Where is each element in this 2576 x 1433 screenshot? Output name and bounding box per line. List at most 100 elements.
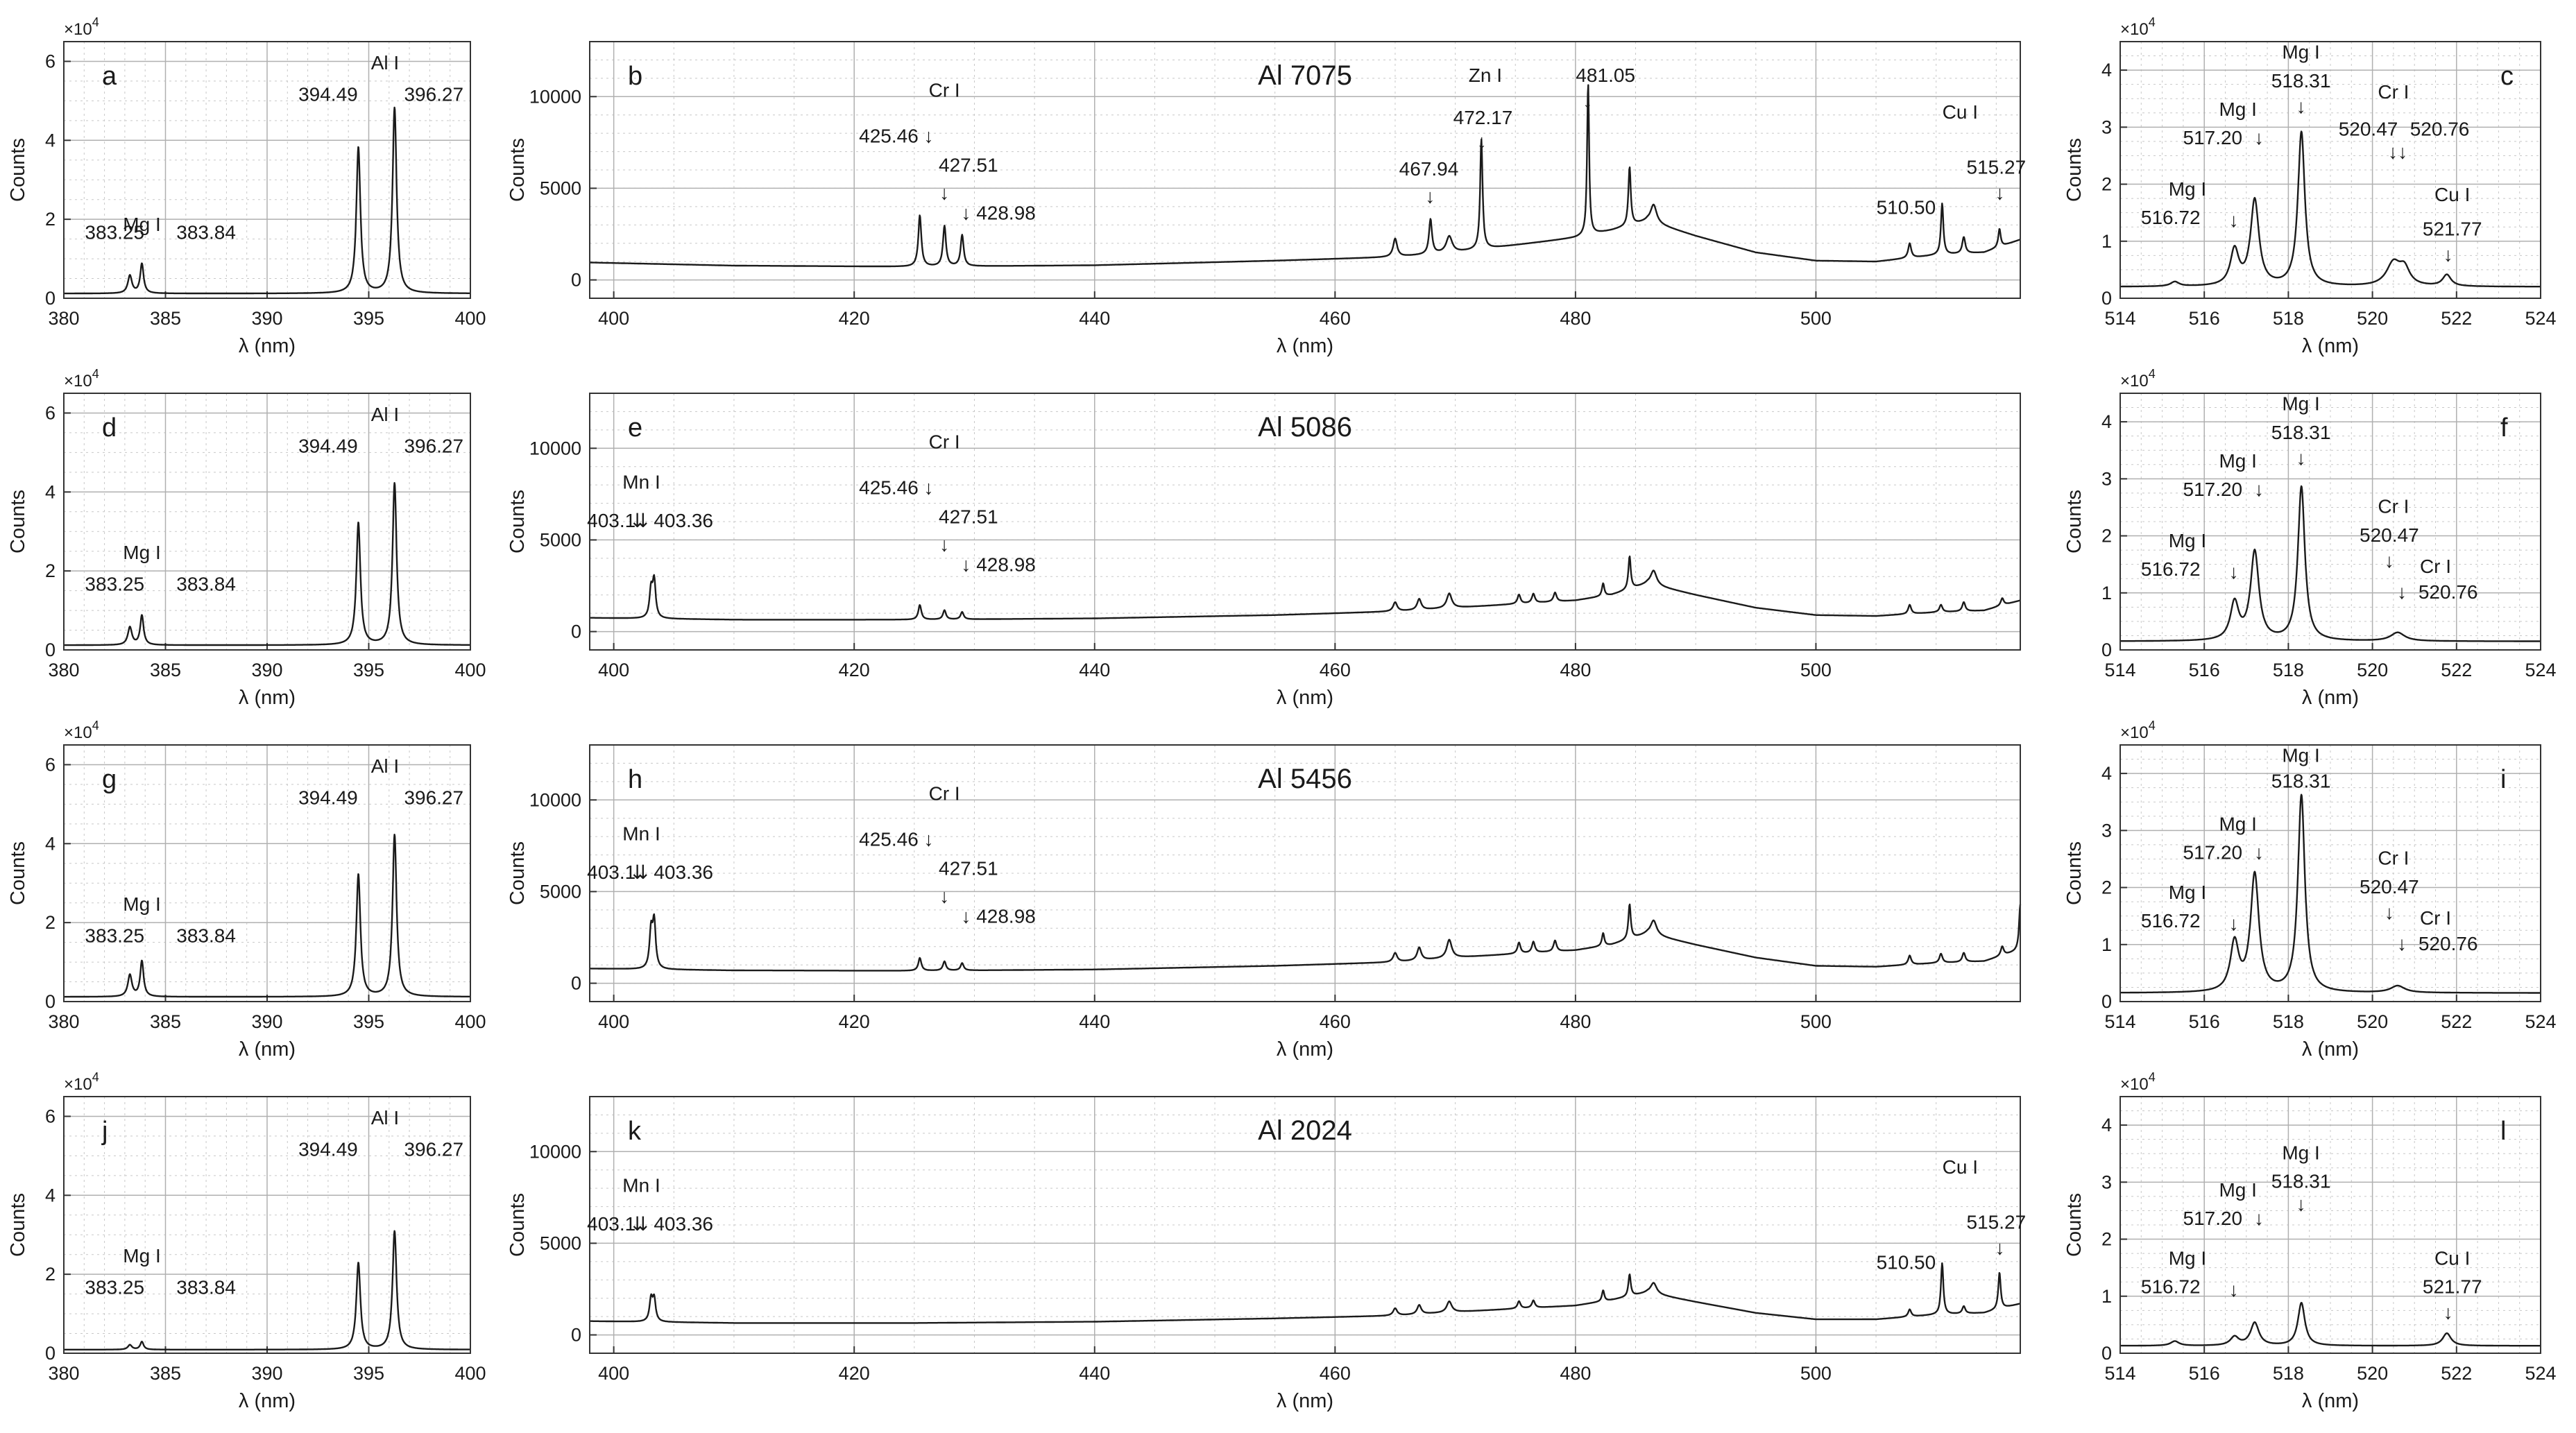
panel-title: Al 5456 <box>1258 764 1352 794</box>
panel-l: 514 516 518 520 522 524 0 1 2 3 4 λ (nm) Counts ×104 l… <box>2063 1070 2557 1412</box>
peak-annotation: ↓ <box>1995 1237 2005 1258</box>
x-tick-label: 524 <box>2525 1011 2556 1032</box>
axes-frame <box>589 744 2021 1002</box>
x-tick-label: 400 <box>454 308 486 329</box>
peak-annotation: 383.84 <box>176 222 236 243</box>
peak-annotation: 396.27 <box>404 787 463 808</box>
axes-frame <box>63 744 471 1002</box>
x-tick-label: 500 <box>1800 1011 1832 1032</box>
peak-annotation: ↓ <box>2296 96 2306 117</box>
axes-frame <box>2119 1096 2541 1354</box>
x-tick-label: 516 <box>2189 1363 2220 1384</box>
spectrum-line <box>63 482 471 646</box>
peak-annotation: Cu I <box>2434 1248 2470 1269</box>
spectrum-line <box>2119 130 2541 288</box>
x-tick-label: 400 <box>598 1011 629 1032</box>
y-tick-label: 3 <box>2101 468 2112 489</box>
peak-annotation: Mn I <box>622 471 660 492</box>
y-tick-label: 1 <box>2101 934 2112 955</box>
x-tick-label: 516 <box>2189 660 2220 680</box>
x-tick-label: 400 <box>454 660 486 680</box>
peak-annotation: 383.84 <box>176 1277 236 1298</box>
x-tick-label: 395 <box>353 1363 384 1384</box>
y-tick-label: 4 <box>2101 411 2112 432</box>
peak-annotation: 383.25 <box>85 925 144 947</box>
x-axis-label: λ (nm) <box>239 687 296 709</box>
x-tick-label: 400 <box>454 1011 486 1032</box>
peak-annotation: Mg I <box>123 893 160 915</box>
y-axis-label: Counts <box>7 1193 29 1257</box>
peak-annotation: Mg I <box>2169 178 2206 200</box>
plot-area <box>590 745 2020 1002</box>
peak-annotation: Mg I <box>2219 98 2256 120</box>
peak-annotation: Cr I <box>929 79 960 101</box>
peak-annotation: ↓ <box>2254 479 2264 500</box>
y-tick-label: 5000 <box>540 529 581 550</box>
x-tick-label: 460 <box>1320 660 1351 680</box>
peak-annotation: ↓ <box>1477 130 1487 152</box>
x-tick-label: 480 <box>1560 1363 1591 1384</box>
peak-annotation: Mg I <box>123 542 160 563</box>
x-tick-label: 380 <box>48 1011 79 1032</box>
panel-letter: k <box>628 1117 642 1146</box>
peak-annotation: 427.51 <box>939 155 998 176</box>
x-axis-label: λ (nm) <box>2302 687 2359 709</box>
y-axis-label: Counts <box>7 490 29 554</box>
axes-frame <box>589 1096 2021 1354</box>
y-tick-label: 10000 <box>529 86 581 107</box>
y-tick-label: 0 <box>45 288 56 309</box>
y-exponent-label: ×104 <box>2120 719 2156 742</box>
peak-annotation: ↓ <box>2296 1193 2306 1215</box>
x-tick-label: 524 <box>2525 660 2556 680</box>
x-tick-label: 385 <box>150 1363 181 1384</box>
y-axis-label: Counts <box>2063 1193 2085 1257</box>
peak-annotation: Cr I <box>929 431 960 452</box>
x-axis-label: λ (nm) <box>2302 1390 2359 1412</box>
y-tick-label: 2 <box>2101 1229 2112 1250</box>
peak-annotation: 403.1 <box>587 1213 636 1235</box>
peak-annotation: ↓ <box>1583 90 1592 112</box>
y-axis-label: Counts <box>7 138 29 202</box>
x-tick-label: 390 <box>251 1363 282 1384</box>
peak-annotation: 427.51 <box>939 506 998 528</box>
y-axis-label: Counts <box>506 490 529 554</box>
axes-frame <box>2119 744 2541 1002</box>
y-tick-label: 0 <box>571 1325 581 1346</box>
peak-annotation: 521.77 <box>2423 218 2482 240</box>
peak-annotation: Mg I <box>2219 450 2256 472</box>
spectrum-line <box>63 1230 471 1350</box>
peak-annotation: 517.20 <box>2183 127 2242 148</box>
peak-annotation: 520.47 <box>2360 876 2419 898</box>
peak-annotation: Al I <box>371 404 399 425</box>
x-axis-label: λ (nm) <box>1277 1038 1333 1061</box>
peak-annotation: Mn I <box>622 823 660 844</box>
peak-annotation: Mg I <box>2169 882 2206 903</box>
panel-letter: f <box>2500 413 2508 443</box>
panel-letter: l <box>2500 1117 2506 1146</box>
panel-letter: e <box>628 413 642 443</box>
x-tick-label: 500 <box>1800 1363 1832 1384</box>
peak-annotation: Mg I <box>2282 1142 2319 1163</box>
x-tick-label: 522 <box>2441 1363 2472 1384</box>
y-tick-label: 6 <box>45 402 56 423</box>
peak-annotation: 520.47 <box>2339 119 2398 140</box>
peak-annotation: Mg I <box>2282 393 2319 415</box>
x-tick-label: 400 <box>598 1363 629 1384</box>
peak-annotation: ↓↓ <box>2388 141 2407 163</box>
peak-annotation: ↓ <box>2254 841 2264 863</box>
peak-annotation: ↓ <box>2229 1279 2239 1301</box>
y-tick-label: 4 <box>45 481 56 502</box>
peak-annotation: 518.31 <box>2271 1171 2331 1192</box>
y-axis-label: Counts <box>2063 138 2085 202</box>
spectrum-line <box>63 834 471 998</box>
axes-frame <box>589 393 2021 651</box>
x-tick-label: 395 <box>353 660 384 680</box>
peak-annotation: 518.31 <box>2271 422 2331 443</box>
y-tick-label: 4 <box>45 1185 56 1205</box>
peak-annotation: Cr I <box>2420 556 2451 577</box>
